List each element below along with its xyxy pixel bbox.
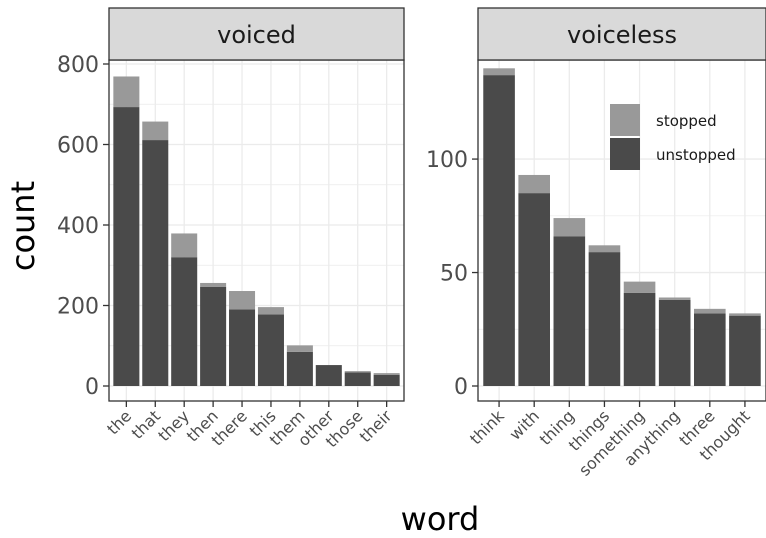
x-axis-title: word	[401, 500, 480, 538]
voiceless-bar-unstopped-thing	[554, 236, 586, 386]
voiceless-bar-unstopped-things	[589, 252, 621, 386]
voiceless-bar-stopped-thing	[554, 218, 586, 236]
voiced-bar-stopped-them	[287, 345, 313, 351]
voiceless-bar-stopped-three	[694, 309, 726, 314]
voiced-bar-unstopped-they	[171, 257, 197, 386]
voiced-bar-unstopped-them	[287, 352, 313, 386]
voiced-bar-unstopped-other	[316, 365, 342, 386]
voiced-bar-stopped-the	[113, 76, 139, 107]
voiced-bar-unstopped-then	[200, 287, 226, 386]
voiceless-bar-stopped-think	[483, 68, 515, 75]
voiced-x-tick-label-the: the	[103, 406, 135, 438]
voiced-y-tick-label: 0	[85, 375, 99, 400]
voiced-strip-label: voiced	[217, 21, 296, 49]
voiced-bar-unstopped-their	[374, 375, 400, 386]
voiceless-bar-unstopped-anything	[659, 300, 691, 386]
voiced-bar-stopped-this	[258, 307, 284, 314]
voiceless-bar-unstopped-thought	[729, 316, 761, 386]
voiced-y-tick-label: 600	[57, 134, 99, 159]
voiced-bar-stopped-that	[142, 122, 168, 141]
voiced-x-tick-label-they: they	[154, 406, 193, 445]
voiced-bar-stopped-they	[171, 233, 197, 257]
voiceless-bar-stopped-with	[518, 175, 550, 193]
voiced-y-tick-label: 800	[57, 53, 99, 78]
voiced-bar-stopped-there	[229, 291, 255, 310]
voiceless-bar-unstopped-something	[624, 293, 656, 386]
voiceless-bar-stopped-anything	[659, 298, 691, 300]
voiceless-y-tick-label: 50	[440, 262, 468, 287]
voiced-bar-unstopped-this	[258, 314, 284, 386]
voiceless-x-tick-label-think: think	[466, 406, 508, 448]
voiced-bar-unstopped-the	[113, 107, 139, 386]
voiced-bar-stopped-then	[200, 283, 226, 287]
voiced-bar-unstopped-that	[142, 140, 168, 386]
legend-label-stopped: stopped	[656, 112, 717, 130]
voiced-y-tick-label: 400	[57, 214, 99, 239]
voiceless-bar-unstopped-three	[694, 313, 726, 386]
voiced-bar-unstopped-those	[345, 372, 371, 386]
voiceless-bar-unstopped-with	[518, 193, 550, 386]
voiced-bar-stopped-their	[374, 373, 400, 375]
y-axis-title: count	[4, 181, 42, 271]
voiced-bar-unstopped-there	[229, 310, 255, 386]
voiceless-bar-stopped-things	[589, 245, 621, 252]
legend-swatch-stopped	[610, 104, 640, 136]
voiceless-strip-label: voiceless	[567, 21, 677, 49]
legend-label-unstopped: unstopped	[656, 146, 736, 164]
voiceless-y-tick-label: 100	[426, 148, 468, 173]
voiced-x-tick-label-their: their	[356, 406, 396, 446]
voiced-y-tick-label: 200	[57, 295, 99, 320]
voiceless-bar-unstopped-think	[483, 75, 515, 386]
voiceless-y-tick-label: 0	[454, 375, 468, 400]
voiceless-bar-stopped-thought	[729, 313, 761, 315]
voiceless-bar-stopped-something	[624, 282, 656, 293]
voiced-bar-stopped-those	[345, 371, 371, 372]
legend-swatch-unstopped	[610, 138, 640, 170]
